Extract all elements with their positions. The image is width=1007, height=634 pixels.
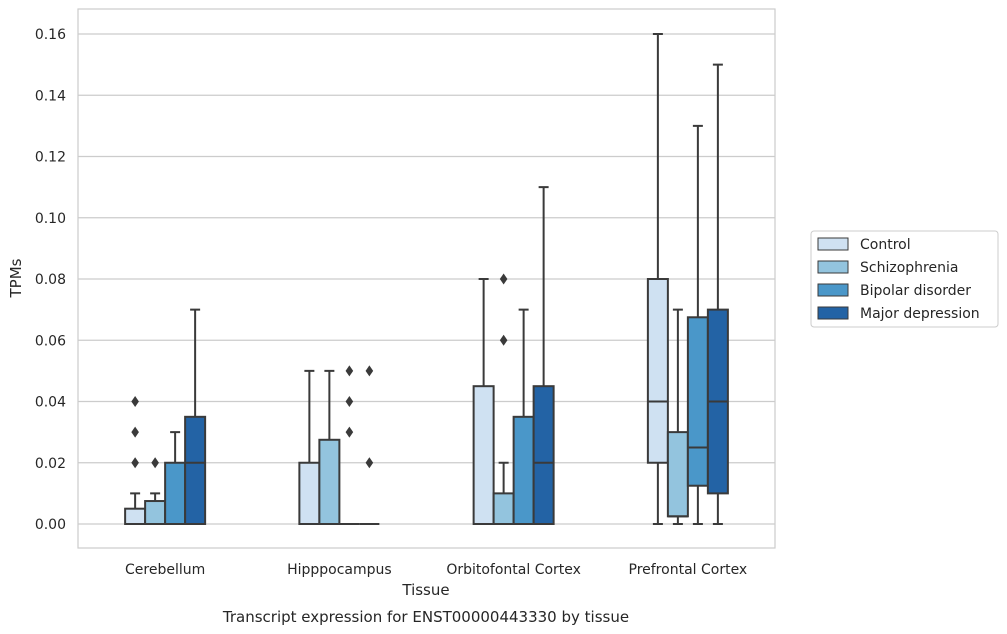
- legend-swatch: [817, 237, 849, 251]
- box-body: [184, 415, 207, 525]
- box-body: [124, 507, 147, 525]
- legend-item: Schizophrenia: [817, 260, 958, 276]
- box-schizophrenia: [666, 308, 689, 525]
- box-body: [298, 461, 321, 525]
- x-tick-label: Cerebellum: [125, 562, 205, 578]
- box-schizophrenia: [144, 457, 167, 525]
- y-tick-labels: 0.00 0.02 0.04 0.06 0.08 0.10 0.12 0.14 0.16: [35, 27, 66, 533]
- outlier-point: [131, 457, 139, 469]
- box-body: [318, 438, 341, 525]
- legend-swatch: [817, 306, 849, 320]
- y-tick-label: 0.10: [35, 211, 66, 227]
- legend-label: Control: [860, 237, 911, 253]
- legend-label: Bipolar disorder: [860, 283, 971, 299]
- legend-label: Major depression: [860, 306, 980, 322]
- x-axis-label: Tissue: [401, 581, 449, 599]
- x-tick-label: Orbitofontal Cortex: [446, 562, 581, 578]
- box-major-depression: [359, 365, 380, 525]
- legend-swatch: [817, 260, 849, 274]
- outlier-point: [345, 365, 354, 377]
- outlier-point: [365, 365, 374, 377]
- box-control: [124, 396, 147, 525]
- boxes: [124, 33, 729, 525]
- box-body: [666, 431, 689, 518]
- legend-item: Major depression: [817, 306, 980, 322]
- outlier-point: [499, 273, 508, 285]
- box-bipolar-disorder: [164, 431, 187, 525]
- y-tick-label: 0.00: [35, 517, 66, 533]
- outlier-point: [365, 457, 374, 469]
- y-tick-label: 0.02: [35, 456, 66, 472]
- legend-item: Bipolar disorder: [817, 283, 971, 299]
- box-bipolar-disorder: [339, 365, 360, 525]
- x-tick-label: Prefrontal Cortex: [629, 562, 748, 578]
- outlier-point: [345, 426, 354, 438]
- box-body: [492, 492, 515, 525]
- y-tick-label: 0.04: [35, 395, 66, 411]
- box-control: [646, 33, 669, 525]
- outlier-point: [345, 396, 354, 407]
- box-control: [298, 369, 321, 525]
- box-body: [532, 385, 555, 525]
- box-body: [164, 461, 187, 525]
- x-tick-label: Hipppocampus: [287, 562, 392, 578]
- box-major-depression: [532, 186, 555, 525]
- outlier-point: [499, 334, 508, 346]
- outlier-point: [131, 396, 139, 407]
- legend-frame: [810, 230, 999, 328]
- chart-caption: Transcript expression for ENST0000044333…: [222, 608, 629, 626]
- y-tick-label: 0.12: [35, 150, 66, 166]
- legend-swatch: [817, 283, 849, 297]
- y-tick-label: 0.16: [35, 27, 66, 43]
- y-tick-label: 0.14: [35, 88, 66, 104]
- outlier-point: [131, 426, 139, 438]
- box-body: [686, 316, 709, 487]
- box-body: [144, 500, 167, 525]
- plot-area-frame: [77, 8, 776, 549]
- y-axis-label: TPMs: [7, 258, 25, 298]
- box-major-depression: [706, 63, 729, 525]
- box-body: [646, 278, 669, 464]
- box-schizophrenia: [492, 273, 515, 525]
- box-body: [512, 415, 535, 525]
- legend-label: Schizophrenia: [860, 260, 958, 276]
- box-major-depression: [184, 308, 207, 525]
- y-tick-label: 0.06: [35, 333, 66, 349]
- legend: Control Schizophrenia Bipolar disorder Majo…: [810, 230, 999, 328]
- box-body: [472, 385, 495, 525]
- y-tick-label: 0.08: [35, 272, 66, 288]
- outlier-point: [151, 457, 159, 469]
- box-schizophrenia: [318, 369, 341, 525]
- legend-item: Control: [817, 237, 911, 253]
- box-control: [472, 278, 495, 525]
- x-tick-labels: Cerebellum Hipppocampus Orbitofontal Corte…: [125, 562, 747, 578]
- box-bipolar-disorder: [686, 124, 709, 525]
- box-bipolar-disorder: [512, 308, 535, 525]
